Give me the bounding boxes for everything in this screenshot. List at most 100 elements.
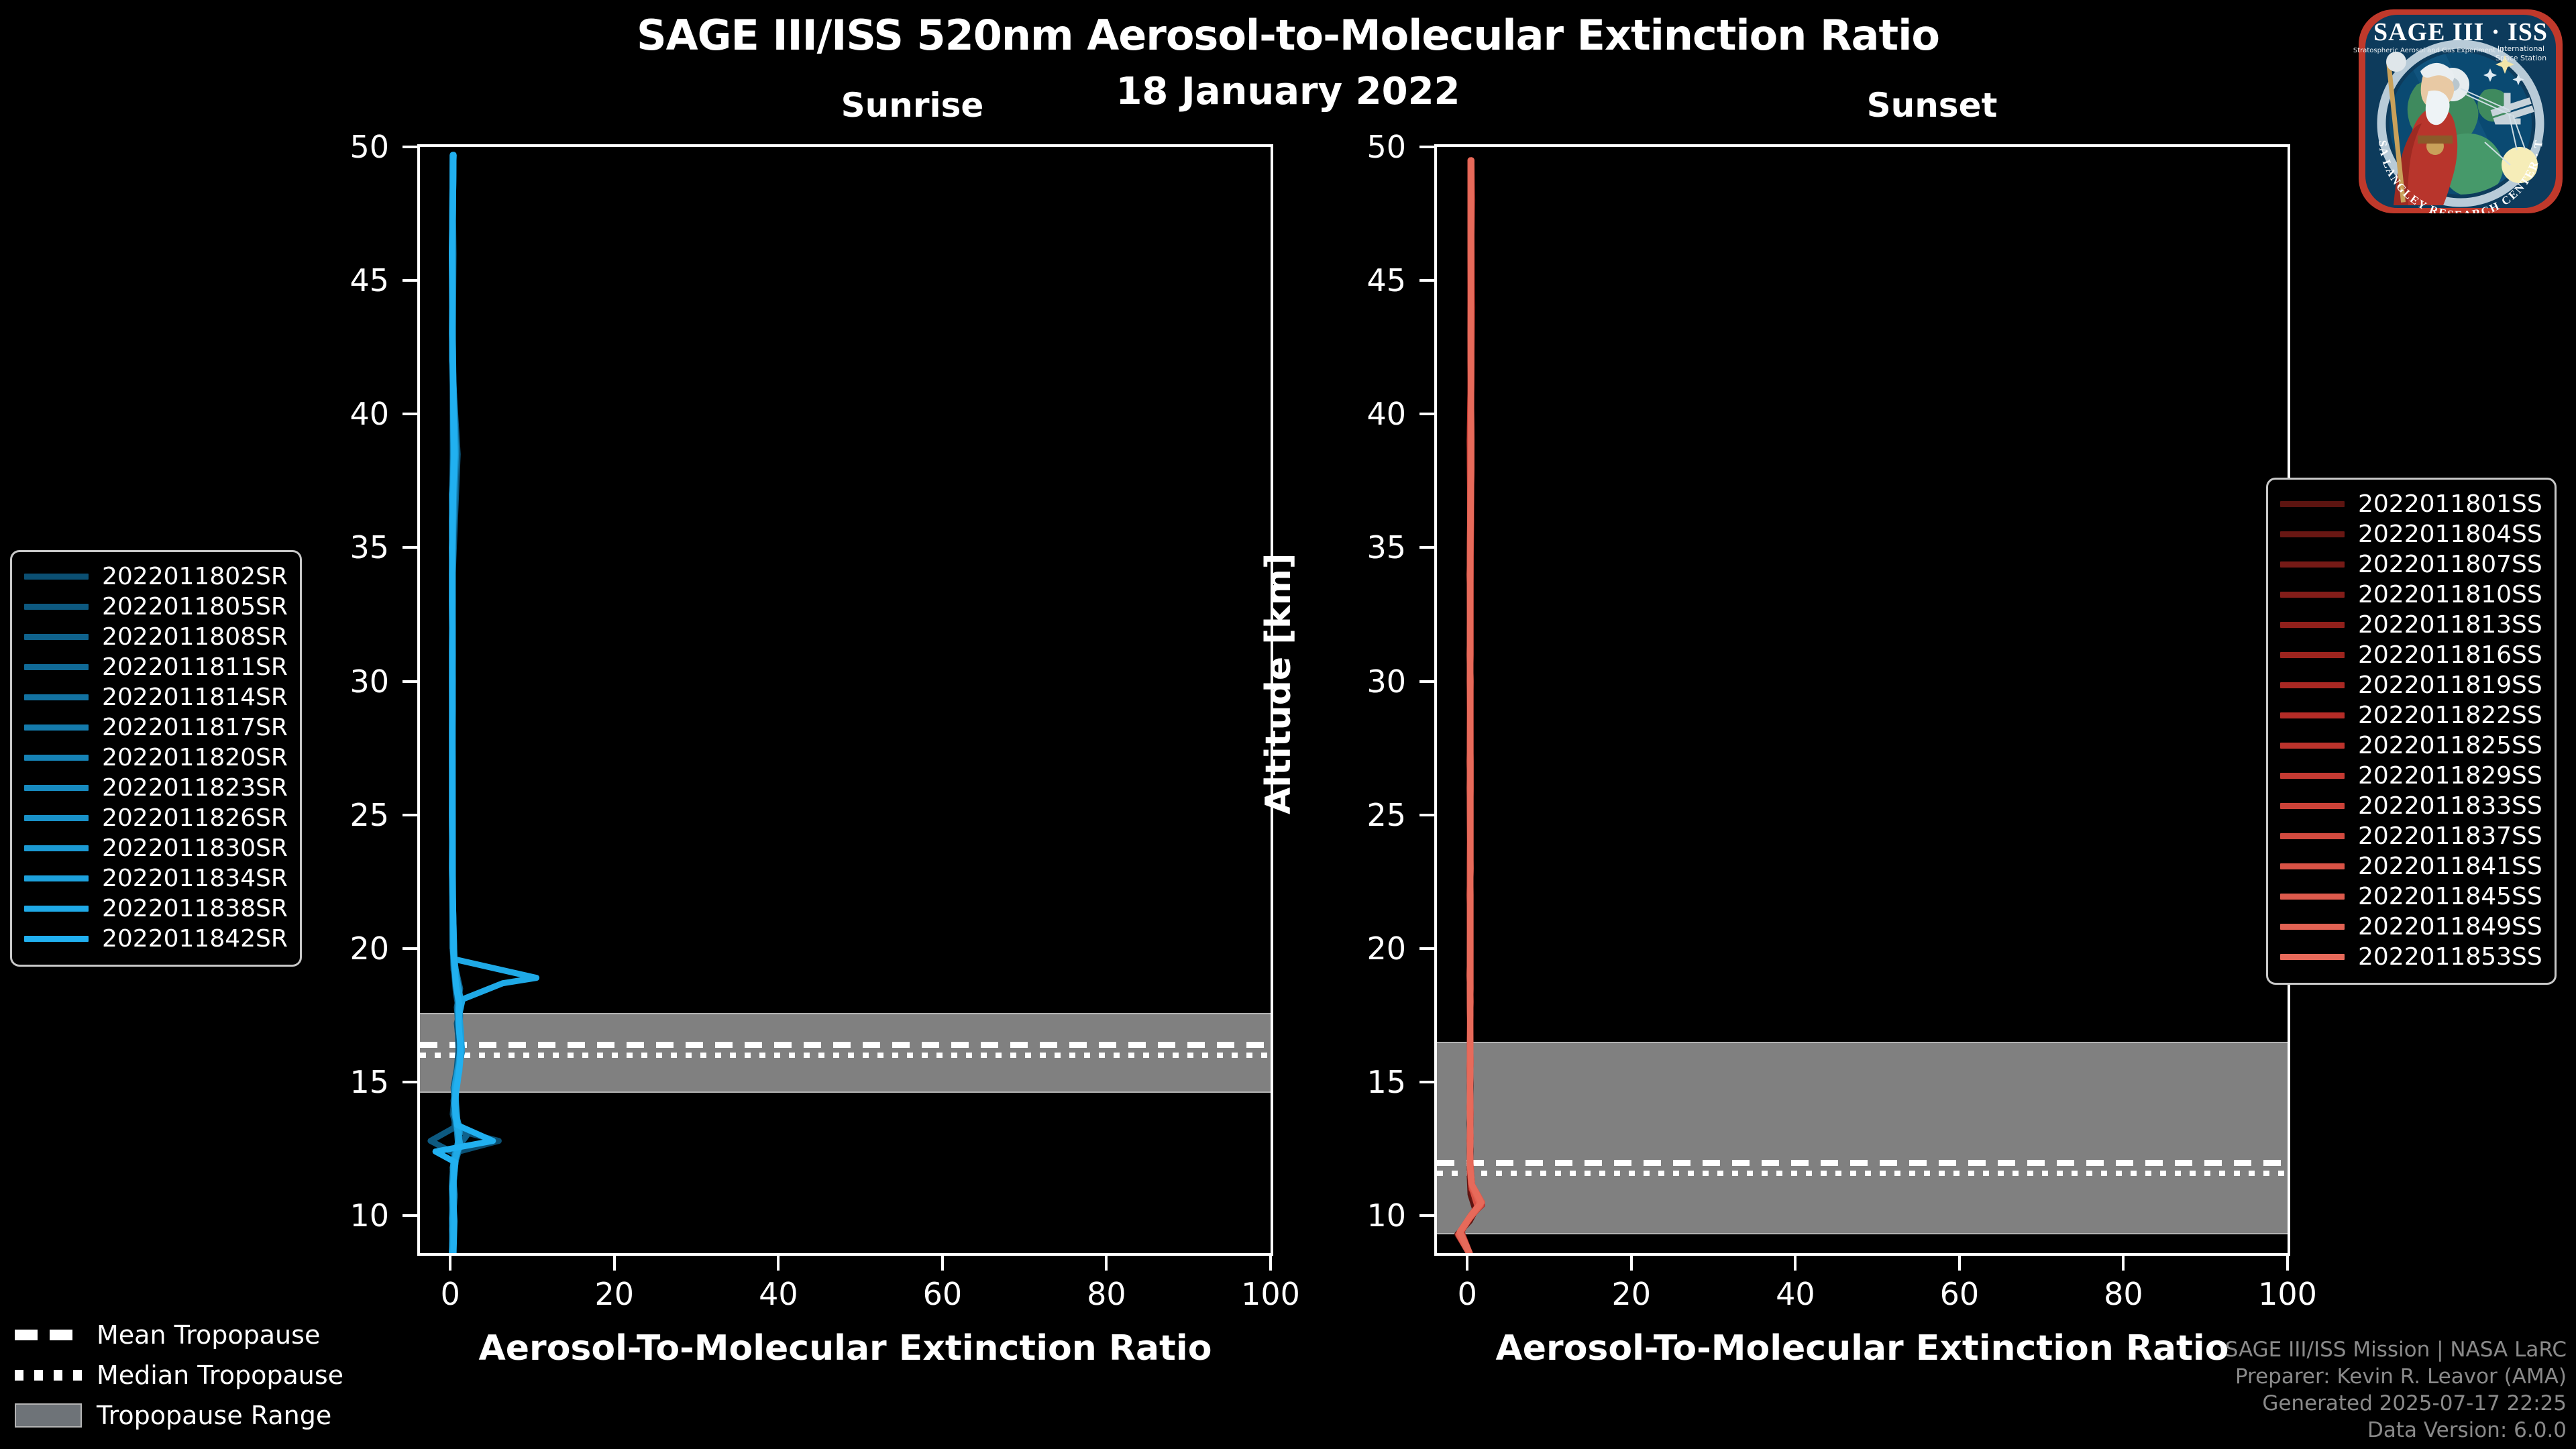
legend-item[interactable]: 2022011814SR (24, 682, 288, 712)
y-axis-tick (1419, 947, 1434, 950)
y-axis-tick (1419, 546, 1434, 549)
legend-color-swatch (24, 634, 89, 640)
y-axis-tick-label: 30 (1366, 663, 1406, 700)
y-axis-tick-label: 20 (350, 930, 389, 967)
legend-color-swatch (24, 574, 89, 580)
legend-item-label: 2022011826SR (102, 804, 288, 832)
legend-item[interactable]: 2022011816SS (2280, 640, 2542, 670)
x-axis-tick-label: 60 (922, 1276, 963, 1312)
page-title: SAGE III/ISS 520nm Aerosol-to-Molecular … (636, 11, 1940, 60)
legend-color-swatch (2280, 501, 2345, 507)
legend-item[interactable]: 2022011838SR (24, 894, 288, 924)
legend-item-label: 2022011833SS (2358, 792, 2542, 820)
legend-item[interactable]: 2022011853SS (2280, 942, 2542, 972)
legend-item[interactable]: 2022011802SR (24, 561, 288, 592)
legend-item[interactable]: 2022011829SS (2280, 761, 2542, 791)
legend-item[interactable]: 2022011842SR (24, 924, 288, 954)
legend-item-label: 2022011816SS (2358, 641, 2542, 669)
credits-block: SAGE III/ISS Mission | NASA LaRC Prepare… (2225, 1336, 2567, 1444)
legend-color-swatch (24, 815, 89, 821)
tropopause-range-band (420, 1012, 1271, 1093)
legend-item-label: 2022011819SS (2358, 672, 2542, 699)
y-axis-tick-label: 50 (1366, 129, 1406, 165)
legend-item[interactable]: 2022011845SS (2280, 881, 2542, 912)
x-axis-tick-label: 60 (1939, 1276, 1980, 1312)
legend-item-label: 2022011853SS (2358, 943, 2542, 971)
legend-item-label: 2022011834SR (102, 865, 288, 892)
y-axis-tick-label: 35 (1366, 529, 1406, 566)
legend-item[interactable]: 2022011805SR (24, 592, 288, 622)
legend-item[interactable]: 2022011825SS (2280, 731, 2542, 761)
legend-item[interactable]: 2022011813SS (2280, 610, 2542, 640)
x-axis-title: Aerosol-To-Molecular Extinction Ratio (1495, 1328, 2229, 1368)
patch-title: SAGE III · ISS (2373, 18, 2548, 46)
legend-color-swatch (2280, 561, 2345, 568)
legend-item-label: 2022011845SS (2358, 883, 2542, 910)
y-axis-tick (1419, 279, 1434, 282)
legend-color-swatch (2280, 712, 2345, 718)
legend-color-swatch (2280, 622, 2345, 628)
y-axis-title: Altitude [km] (1258, 552, 1299, 814)
x-axis-tick-label: 0 (1457, 1276, 1477, 1312)
legend-item-label: 2022011801SS (2358, 490, 2542, 518)
date-subtitle: 18 January 2022 (1116, 70, 1460, 113)
legend-item[interactable]: 2022011833SS (2280, 791, 2542, 821)
legend-item[interactable]: 2022011830SR (24, 833, 288, 863)
legend-color-swatch (2280, 803, 2345, 809)
y-axis-tick (402, 813, 417, 816)
sunrise-series-legend: 2022011802SR 2022011805SR 2022011808SR 2022… (10, 550, 302, 967)
legend-item-tropopause-range: Tropopause Range (15, 1395, 343, 1436)
y-axis-tick-label: 30 (350, 663, 389, 700)
mean-tropopause-line (1437, 1159, 2288, 1166)
median-tropopause-line (420, 1053, 1271, 1059)
legend-color-swatch (2280, 833, 2345, 839)
legend-item-label: 2022011802SR (102, 563, 288, 590)
x-axis-tick (777, 1256, 780, 1271)
legend-item[interactable]: 2022011849SS (2280, 912, 2542, 942)
legend-item[interactable]: 2022011820SR (24, 743, 288, 773)
x-axis-tick (1105, 1256, 1108, 1271)
legend-item[interactable]: 2022011808SR (24, 622, 288, 652)
y-axis-tick-label: 20 (1366, 930, 1406, 967)
legend-item-label: 2022011830SR (102, 835, 288, 862)
legend-item[interactable]: 2022011819SS (2280, 670, 2542, 700)
y-axis-tick (1419, 146, 1434, 148)
tropopause-range-label: Tropopause Range (97, 1401, 332, 1430)
legend-item[interactable]: 2022011810SS (2280, 580, 2542, 610)
patch-subtitle-left: Stratospheric Aerosol and Gas Experiment… (2353, 47, 2504, 54)
legend-color-swatch (24, 664, 89, 670)
legend-item[interactable]: 2022011834SR (24, 863, 288, 894)
series-line (432, 152, 496, 1253)
legend-color-swatch (2280, 894, 2345, 900)
sage-iii-iss-mission-patch-logo: BALL · NASA LANGLEY RESEARCH CENTER · TA… (2353, 4, 2568, 219)
y-axis-tick (402, 680, 417, 683)
series-lines (1454, 157, 1485, 1253)
legend-color-swatch (2280, 743, 2345, 749)
x-axis-tick-label: 80 (2104, 1276, 2143, 1312)
legend-color-swatch (2280, 924, 2345, 930)
legend-item[interactable]: 2022011823SR (24, 773, 288, 803)
sunset-panel-title: Sunset (1866, 86, 1998, 125)
legend-color-swatch (24, 845, 89, 851)
legend-color-swatch (24, 875, 89, 881)
legend-item[interactable]: 2022011817SR (24, 712, 288, 743)
patch-subtitle-right-1: International (2498, 44, 2544, 53)
legend-item[interactable]: 2022011804SS (2280, 519, 2542, 549)
legend-item-median-tropopause: Median Tropopause (15, 1355, 343, 1395)
legend-item-label: 2022011817SR (102, 714, 288, 741)
legend-item[interactable]: 2022011822SS (2280, 700, 2542, 731)
legend-item[interactable]: 2022011826SR (24, 803, 288, 833)
legend-item-label: 2022011842SR (102, 925, 288, 953)
x-axis-tick-label: 80 (1087, 1276, 1126, 1312)
legend-item[interactable]: 2022011801SS (2280, 489, 2542, 519)
y-axis-tick (1419, 1081, 1434, 1084)
legend-item[interactable]: 2022011841SS (2280, 851, 2542, 881)
legend-item[interactable]: 2022011807SS (2280, 549, 2542, 580)
y-axis-tick-label: 50 (350, 129, 389, 165)
x-axis-tick (941, 1256, 944, 1271)
legend-item[interactable]: 2022011811SR (24, 652, 288, 682)
series-lines (427, 152, 540, 1253)
legend-item-label: 2022011837SS (2358, 822, 2542, 850)
sunset-series-legend: 2022011801SS 2022011804SS 2022011807SS 2022… (2266, 478, 2557, 985)
legend-item[interactable]: 2022011837SS (2280, 821, 2542, 851)
